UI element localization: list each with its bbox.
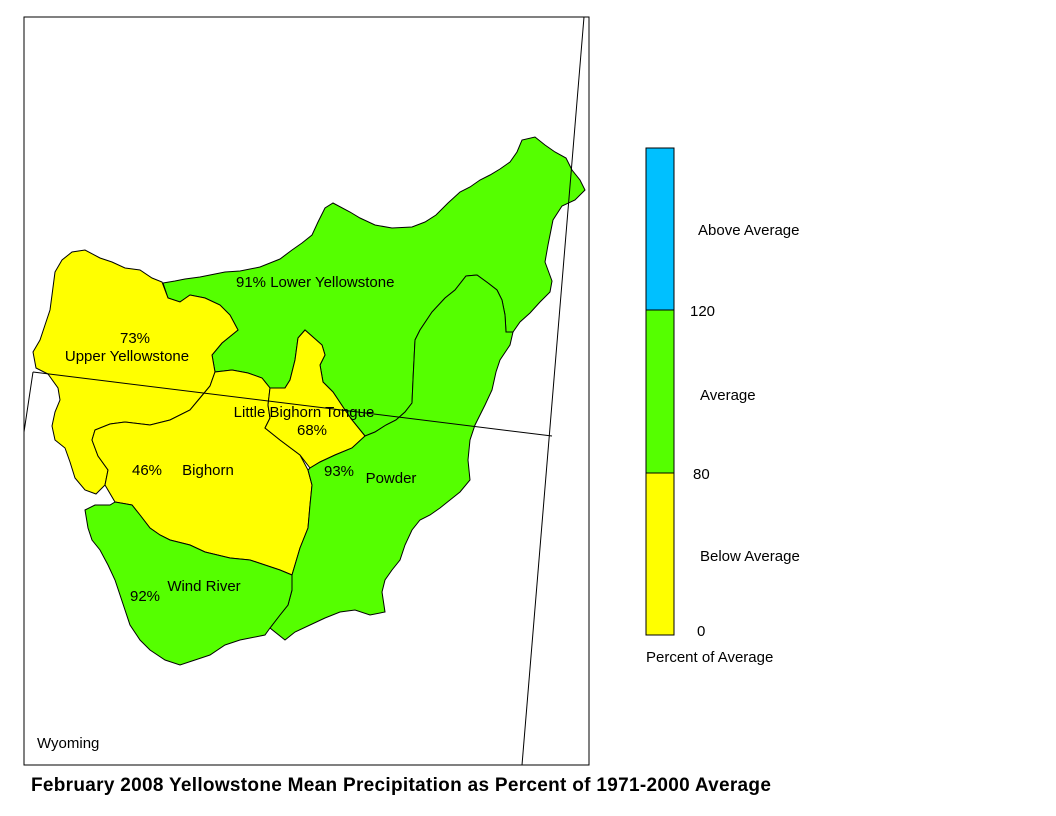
legend-swatch-above-average bbox=[645, 147, 675, 311]
basin-wind-river[interactable] bbox=[84, 501, 293, 666]
label-little-bighorn-tongue-pct: 68% bbox=[297, 422, 327, 439]
label-powder-name: Powder bbox=[366, 470, 417, 487]
legend-class-average: Average bbox=[700, 387, 756, 404]
label-wind-river-pct: 92% bbox=[130, 588, 160, 605]
legend-swatch-below-average bbox=[645, 472, 675, 636]
legend-class-above-average: Above Average bbox=[698, 222, 799, 239]
label-upper-yellowstone-pct: 73% bbox=[120, 330, 150, 347]
legend-break-80: 80 bbox=[693, 466, 710, 483]
label-upper-yellowstone-name: Upper Yellowstone bbox=[65, 348, 189, 365]
label-wind-river-name: Wind River bbox=[167, 578, 240, 595]
legend-break-120: 120 bbox=[690, 303, 715, 320]
map-title: February 2008 Yellowstone Mean Precipita… bbox=[31, 775, 771, 796]
label-bighorn-name: Bighorn bbox=[182, 462, 234, 479]
label-bighorn-pct: 46% bbox=[132, 462, 162, 479]
state-boundary-line bbox=[23, 371, 34, 433]
legend-caption: Percent of Average bbox=[646, 649, 773, 666]
basin-powder[interactable] bbox=[269, 274, 514, 641]
label-lower-yellowstone: 91% Lower Yellowstone bbox=[236, 274, 394, 291]
legend: Above Average Average Below Average 120 … bbox=[645, 147, 800, 666]
legend-class-below-average: Below Average bbox=[700, 548, 800, 565]
legend-swatch-average bbox=[645, 309, 675, 474]
state-boundary-line bbox=[32, 371, 553, 437]
legend-break-0: 0 bbox=[697, 623, 705, 640]
label-little-bighorn-tongue-name: Little Bighorn Tongue bbox=[234, 404, 375, 421]
state-boundary-line bbox=[521, 16, 585, 766]
state-label: Wyoming bbox=[37, 735, 99, 752]
label-powder-pct: 93% bbox=[324, 463, 354, 480]
